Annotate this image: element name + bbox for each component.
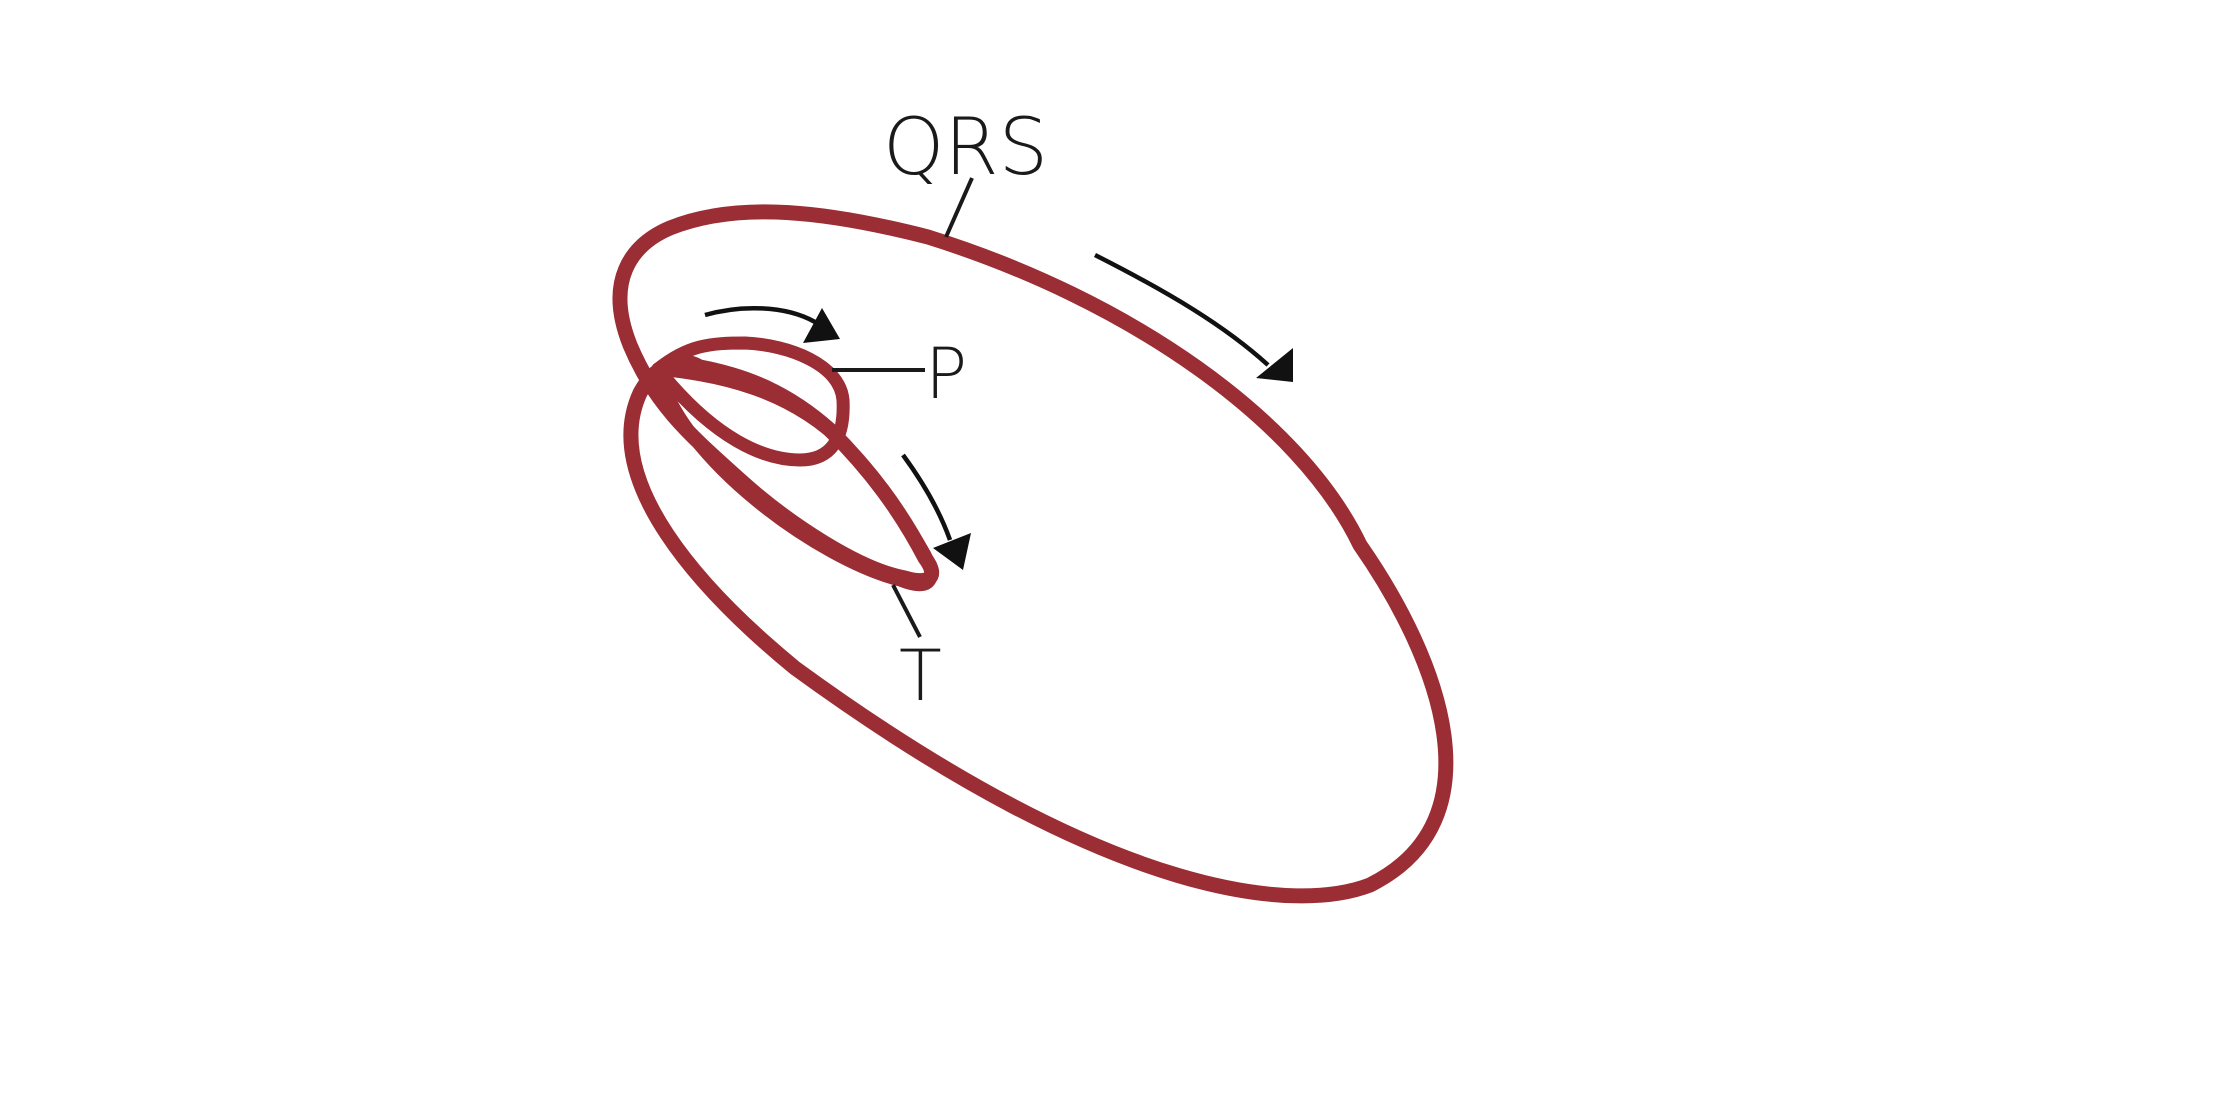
qrs-direction-arrow <box>1093 252 1270 367</box>
p-loop <box>651 336 850 467</box>
qrs-direction-arrowhead-icon <box>1256 348 1293 382</box>
t-direction-arrowhead-icon <box>933 533 971 570</box>
t-loop <box>651 362 938 592</box>
p-label: P <box>925 333 967 415</box>
p-direction-arrow <box>704 305 817 324</box>
qrs-leader-line <box>944 177 974 238</box>
t-label: T <box>899 635 942 717</box>
t-leader-line <box>891 584 922 638</box>
t-direction-arrow <box>901 453 953 541</box>
p-direction-arrowhead-icon <box>803 308 840 343</box>
qrs-label: QRS <box>883 103 1048 193</box>
qrs-loop <box>612 204 1454 904</box>
